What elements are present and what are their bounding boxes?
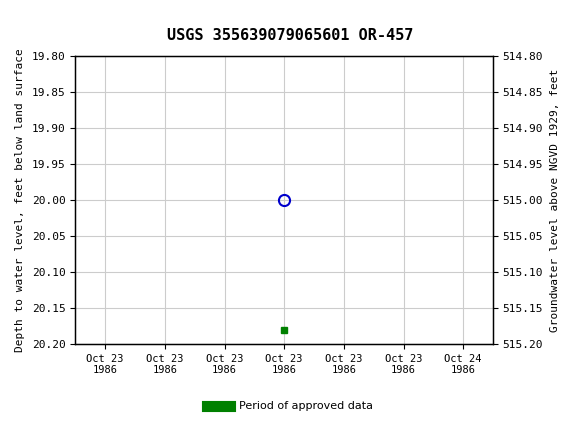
Text: USGS 355639079065601 OR-457: USGS 355639079065601 OR-457 (167, 28, 413, 43)
Y-axis label: Depth to water level, feet below land surface: Depth to water level, feet below land su… (15, 48, 25, 352)
Y-axis label: Groundwater level above NGVD 1929, feet: Groundwater level above NGVD 1929, feet (550, 68, 560, 332)
Text: ≡USGS: ≡USGS (17, 10, 93, 29)
Legend: Period of approved data: Period of approved data (203, 397, 377, 416)
